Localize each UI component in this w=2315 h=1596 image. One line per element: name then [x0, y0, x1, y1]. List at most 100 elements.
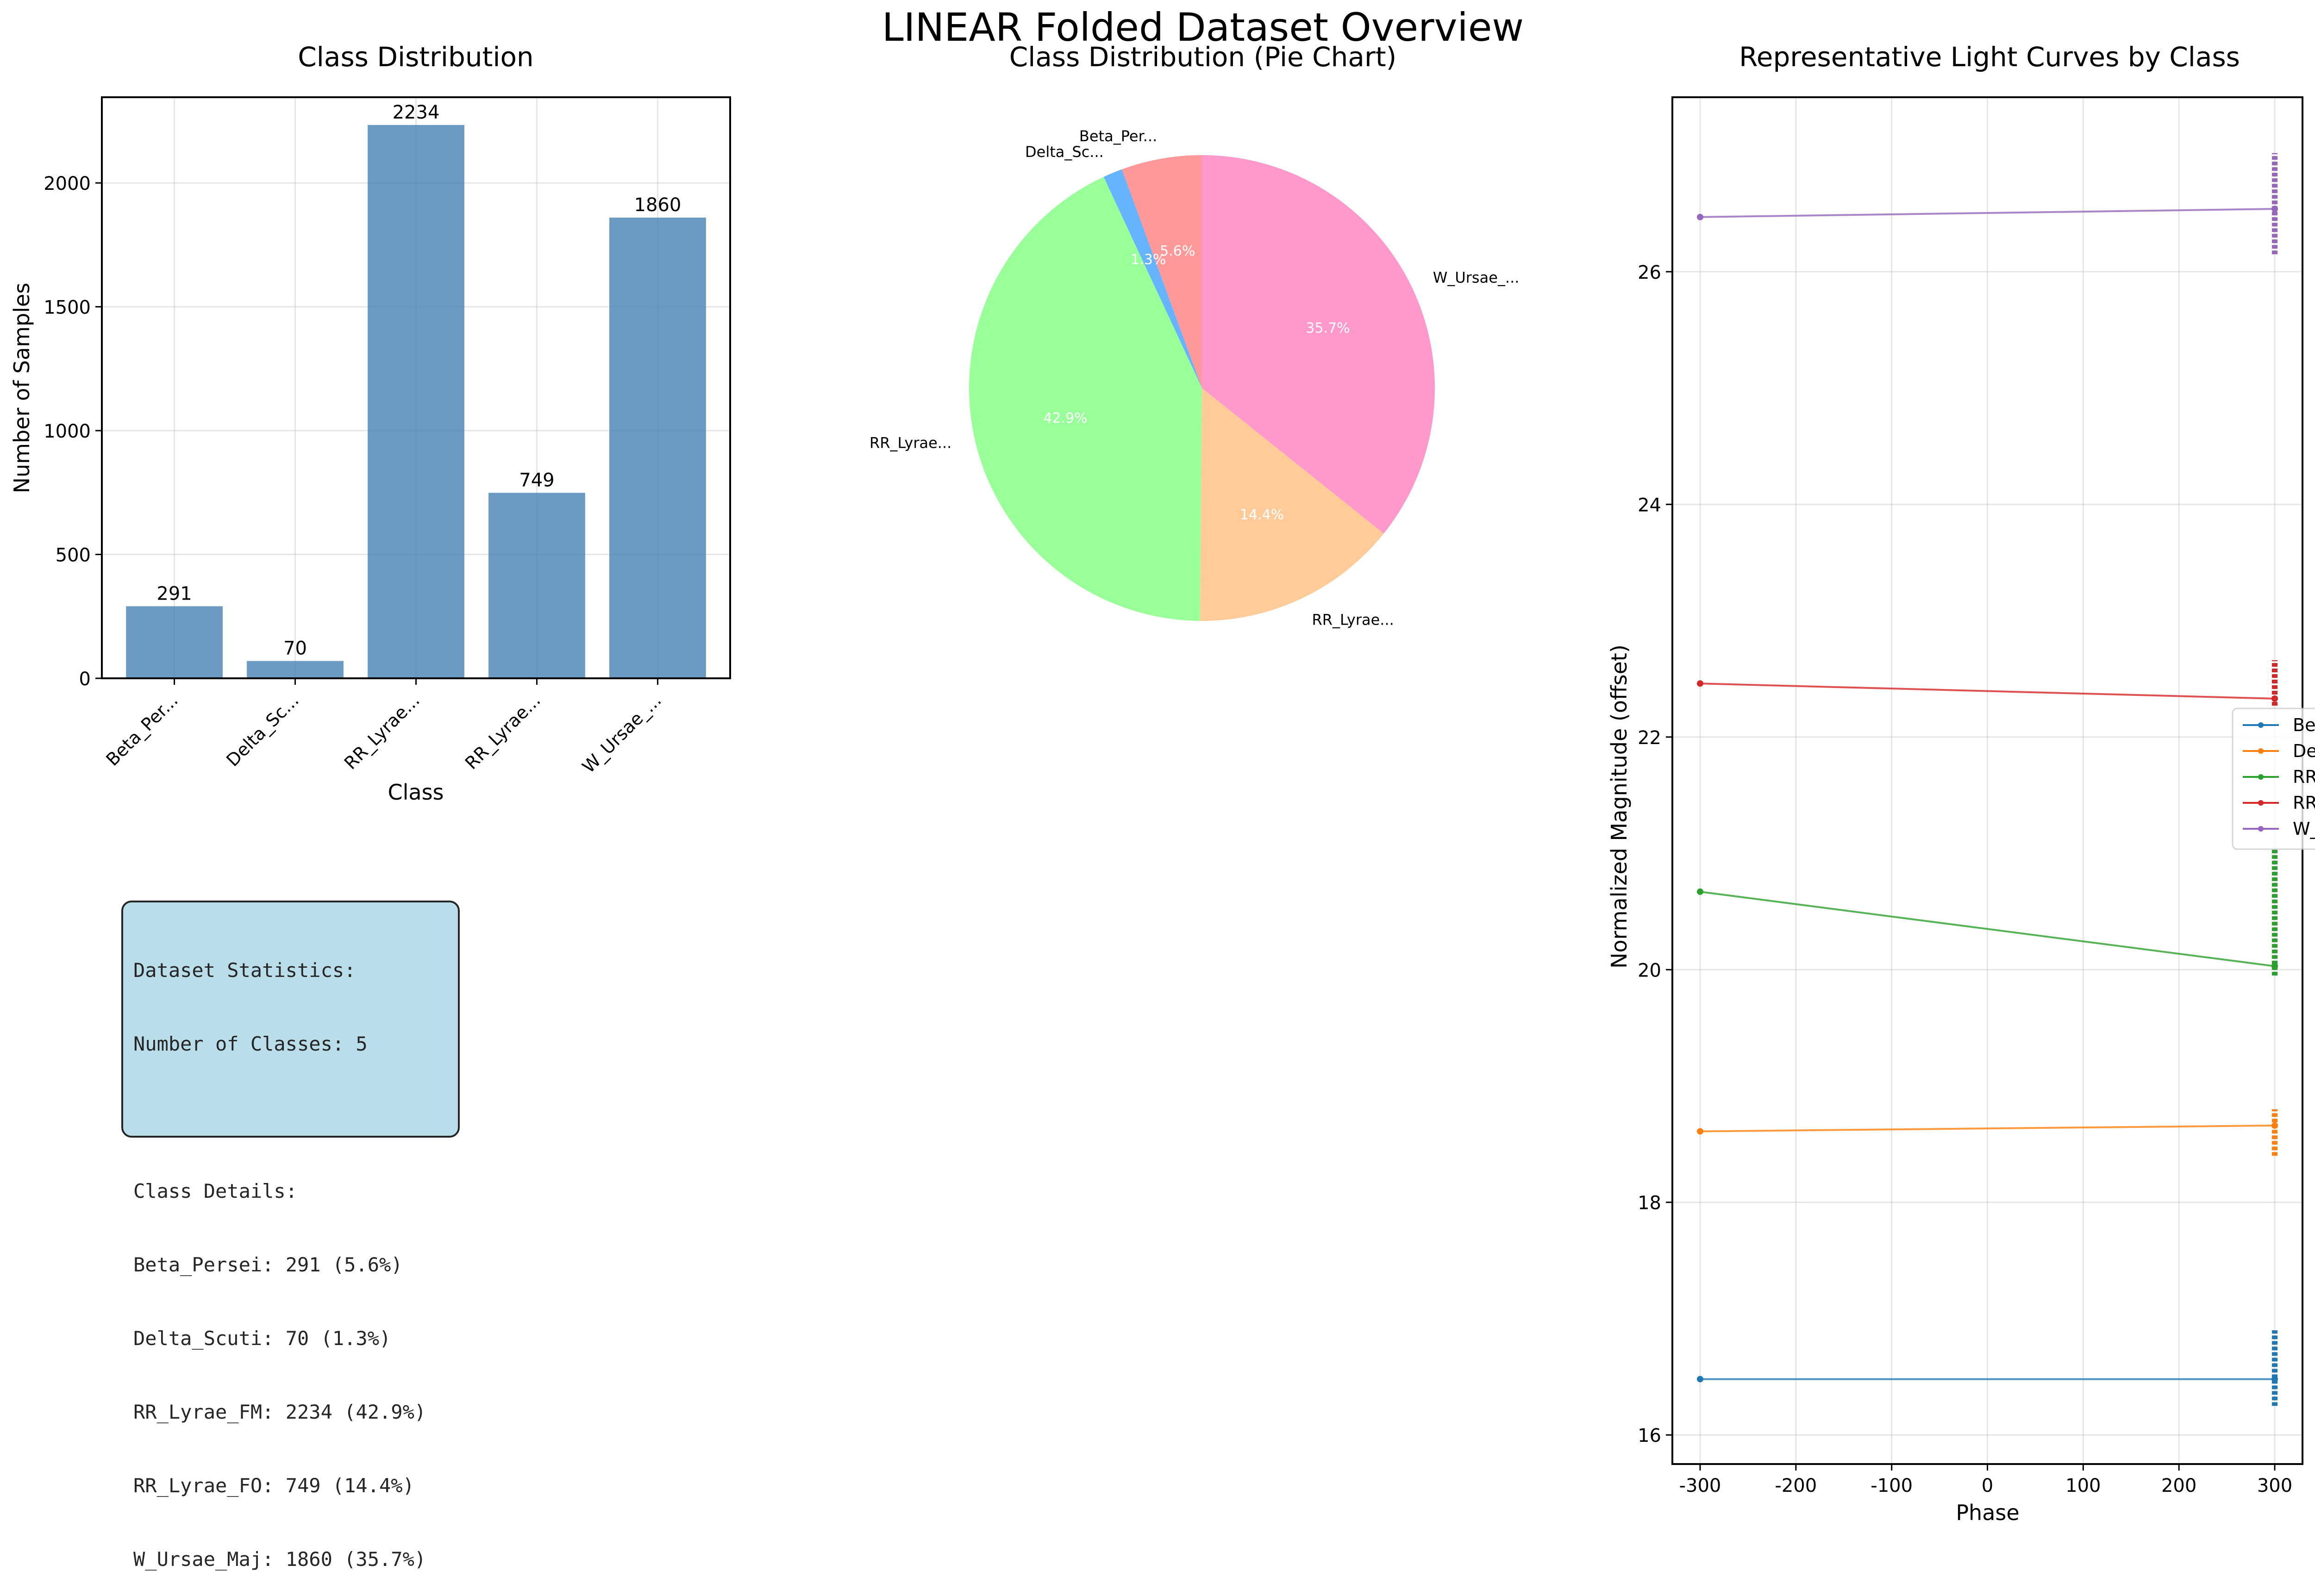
line-xtick-label: 200 — [2161, 1475, 2196, 1496]
bar-ytick-label: 1000 — [44, 421, 91, 442]
pie-percent-label: 42.9% — [1043, 410, 1087, 426]
light-curves-chart: Representative Light Curves by Class -30… — [1607, 41, 2315, 1525]
pie-slice — [1103, 169, 1202, 388]
bar-chart-xlabel: Class — [388, 780, 444, 805]
light-curve-point — [2271, 695, 2278, 702]
bar — [368, 125, 464, 678]
line-xtick-label: -100 — [1871, 1475, 1913, 1496]
bar-xtick-label: Delta_Sc... — [222, 690, 303, 770]
legend-entry-label: Beta_Per... — [2293, 715, 2315, 735]
light-curve-point — [1696, 680, 1703, 687]
bar-value-label: 70 — [283, 638, 307, 659]
light-curve-point — [1696, 1376, 1703, 1383]
pie-percent-label: 14.4% — [1240, 507, 1284, 523]
pie-slice — [1202, 155, 1435, 534]
stats-line: W_Ursae_Maj: 1860 (35.7%) — [133, 1548, 426, 1571]
stats-line — [133, 1105, 458, 1130]
light-curves-title: Representative Light Curves by Class — [1739, 41, 2240, 73]
legend-entry-label: Delta_Sc... — [2293, 741, 2315, 761]
legend-frame — [2232, 707, 2315, 850]
pie-chart: Class Distribution (Pie Chart) Beta_Per.… — [870, 41, 1519, 629]
stats-line: Dataset Statistics: — [133, 959, 356, 982]
bar — [126, 606, 223, 678]
line-xtick-label: 100 — [2065, 1475, 2101, 1496]
bar — [609, 217, 706, 679]
dataset-statistics-box: Dataset Statistics: Number of Classes: 5… — [121, 901, 460, 1571]
legend-entry-label: RR_Lyrae... — [2293, 767, 2315, 787]
pie-percent-label: 1.3% — [1131, 251, 1166, 268]
pie-slice-label: Delta_Sc... — [1025, 143, 1104, 161]
line-xtick-label: 300 — [2257, 1475, 2292, 1496]
bar — [247, 661, 344, 678]
pie-percent-label: 5.6% — [1160, 243, 1195, 259]
line-ytick-label: 24 — [1638, 494, 1661, 516]
light-curves-legend: Beta_Per... Delta_Sc... RR_Lyrae... RR_Lyra… — [2232, 707, 2315, 850]
legend-entry-label: RR_Lyrae... — [2293, 793, 2315, 813]
stats-line: Beta_Persei: 291 (5.6%) — [133, 1253, 403, 1276]
legend-marker — [2258, 774, 2264, 780]
light-curve-line — [1700, 208, 2275, 218]
light-curves-axes: -300 -200 -100 0 100 200 300 16 18 20 22 24 26 — [1638, 96, 2303, 1496]
light-curve-point — [1696, 888, 1703, 895]
stats-line: RR_Lyrae_FO: 749 (14.4%) — [133, 1474, 414, 1497]
line-ytick-label: 20 — [1638, 960, 1661, 981]
light-curve-point — [1696, 213, 1703, 220]
bar-ytick-label: 2000 — [44, 173, 91, 194]
bar-value-label: 291 — [156, 583, 192, 604]
line-xtick-label: 0 — [1982, 1475, 1993, 1496]
light-curve-point — [2271, 1122, 2278, 1129]
light-curves-ylabel: Normalized Magnitude (offset) — [1607, 645, 1632, 969]
light-curves-grid — [1672, 97, 2302, 1464]
pie-slice-label: RR_Lyrae... — [870, 434, 951, 451]
bar-chart: Class Distribution 291 70 2234 749 1860 0 500… — [9, 41, 731, 805]
pie-slice-label: Beta_Per... — [1079, 127, 1157, 145]
bar-chart-title: Class Distribution — [298, 41, 533, 73]
light-curve-line — [1700, 682, 2275, 700]
pie-percent-label: 35.7% — [1306, 320, 1350, 336]
bar-xtick-label: Beta_Per... — [102, 690, 182, 770]
light-curve-point — [2271, 206, 2278, 213]
bar-ytick-label: 500 — [56, 545, 91, 566]
bar — [488, 493, 585, 678]
light-curve-point — [2271, 1376, 2278, 1383]
bar-chart-ylabel: Number of Samples — [9, 283, 34, 494]
line-ytick-label: 18 — [1638, 1193, 1661, 1214]
bar-value-label: 749 — [519, 469, 554, 491]
line-ytick-label: 26 — [1638, 262, 1661, 283]
legend-entry-label: W_Ursae_... — [2293, 819, 2315, 839]
stats-line: Number of Classes: 5 — [133, 1033, 368, 1055]
pie-slice-label: W_Ursae_... — [1433, 269, 1520, 286]
bar-xtick-label: RR_Lyrae... — [340, 690, 424, 773]
legend-marker — [2258, 800, 2264, 806]
bar-chart-bars: 291 70 2234 749 1860 — [126, 102, 706, 679]
pie-chart-slices — [969, 155, 1435, 621]
light-curve-line — [1700, 1124, 2275, 1133]
line-ytick-label: 22 — [1638, 727, 1661, 749]
bar-xtick-label: RR_Lyrae... — [461, 690, 544, 773]
pie-slice — [969, 177, 1202, 621]
pie-slice-label: RR_Lyrae... — [1312, 611, 1394, 629]
bar-ytick-label: 0 — [79, 669, 91, 690]
bar-value-label: 1860 — [634, 194, 682, 216]
stats-line: RR_Lyrae_FM: 2234 (42.9%) — [133, 1401, 426, 1423]
bar-axes-frame — [101, 96, 731, 679]
light-curve-line — [1700, 890, 2275, 967]
line-xtick-label: -200 — [1775, 1475, 1817, 1496]
stats-line: Delta_Scuti: 70 (1.3%) — [133, 1327, 391, 1350]
bar-value-label: 2234 — [393, 102, 440, 123]
pie-slice — [1121, 155, 1202, 388]
light-curve-point — [2271, 963, 2278, 970]
light-curves-series — [1696, 153, 2278, 1406]
legend-marker — [2258, 826, 2264, 832]
figure-title: LINEAR Folded Dataset Overview — [882, 5, 1524, 50]
pie-chart-labels: Beta_Per... 5.6% Delta_Sc... 1.3% RR_Lyrae..… — [870, 127, 1519, 629]
legend-marker — [2258, 748, 2264, 754]
pie-chart-title: Class Distribution (Pie Chart) — [1009, 41, 1396, 73]
line-ytick-label: 16 — [1638, 1425, 1661, 1446]
line-xtick-label: -300 — [1679, 1475, 1721, 1496]
light-curves-xlabel: Phase — [1956, 1500, 2019, 1525]
figure: LINEAR Folded Dataset Overview Class Dis… — [9, 5, 2315, 1525]
light-curve-point — [1696, 1128, 1703, 1135]
legend-marker — [2258, 722, 2264, 728]
bar-ytick-label: 1500 — [44, 297, 91, 319]
